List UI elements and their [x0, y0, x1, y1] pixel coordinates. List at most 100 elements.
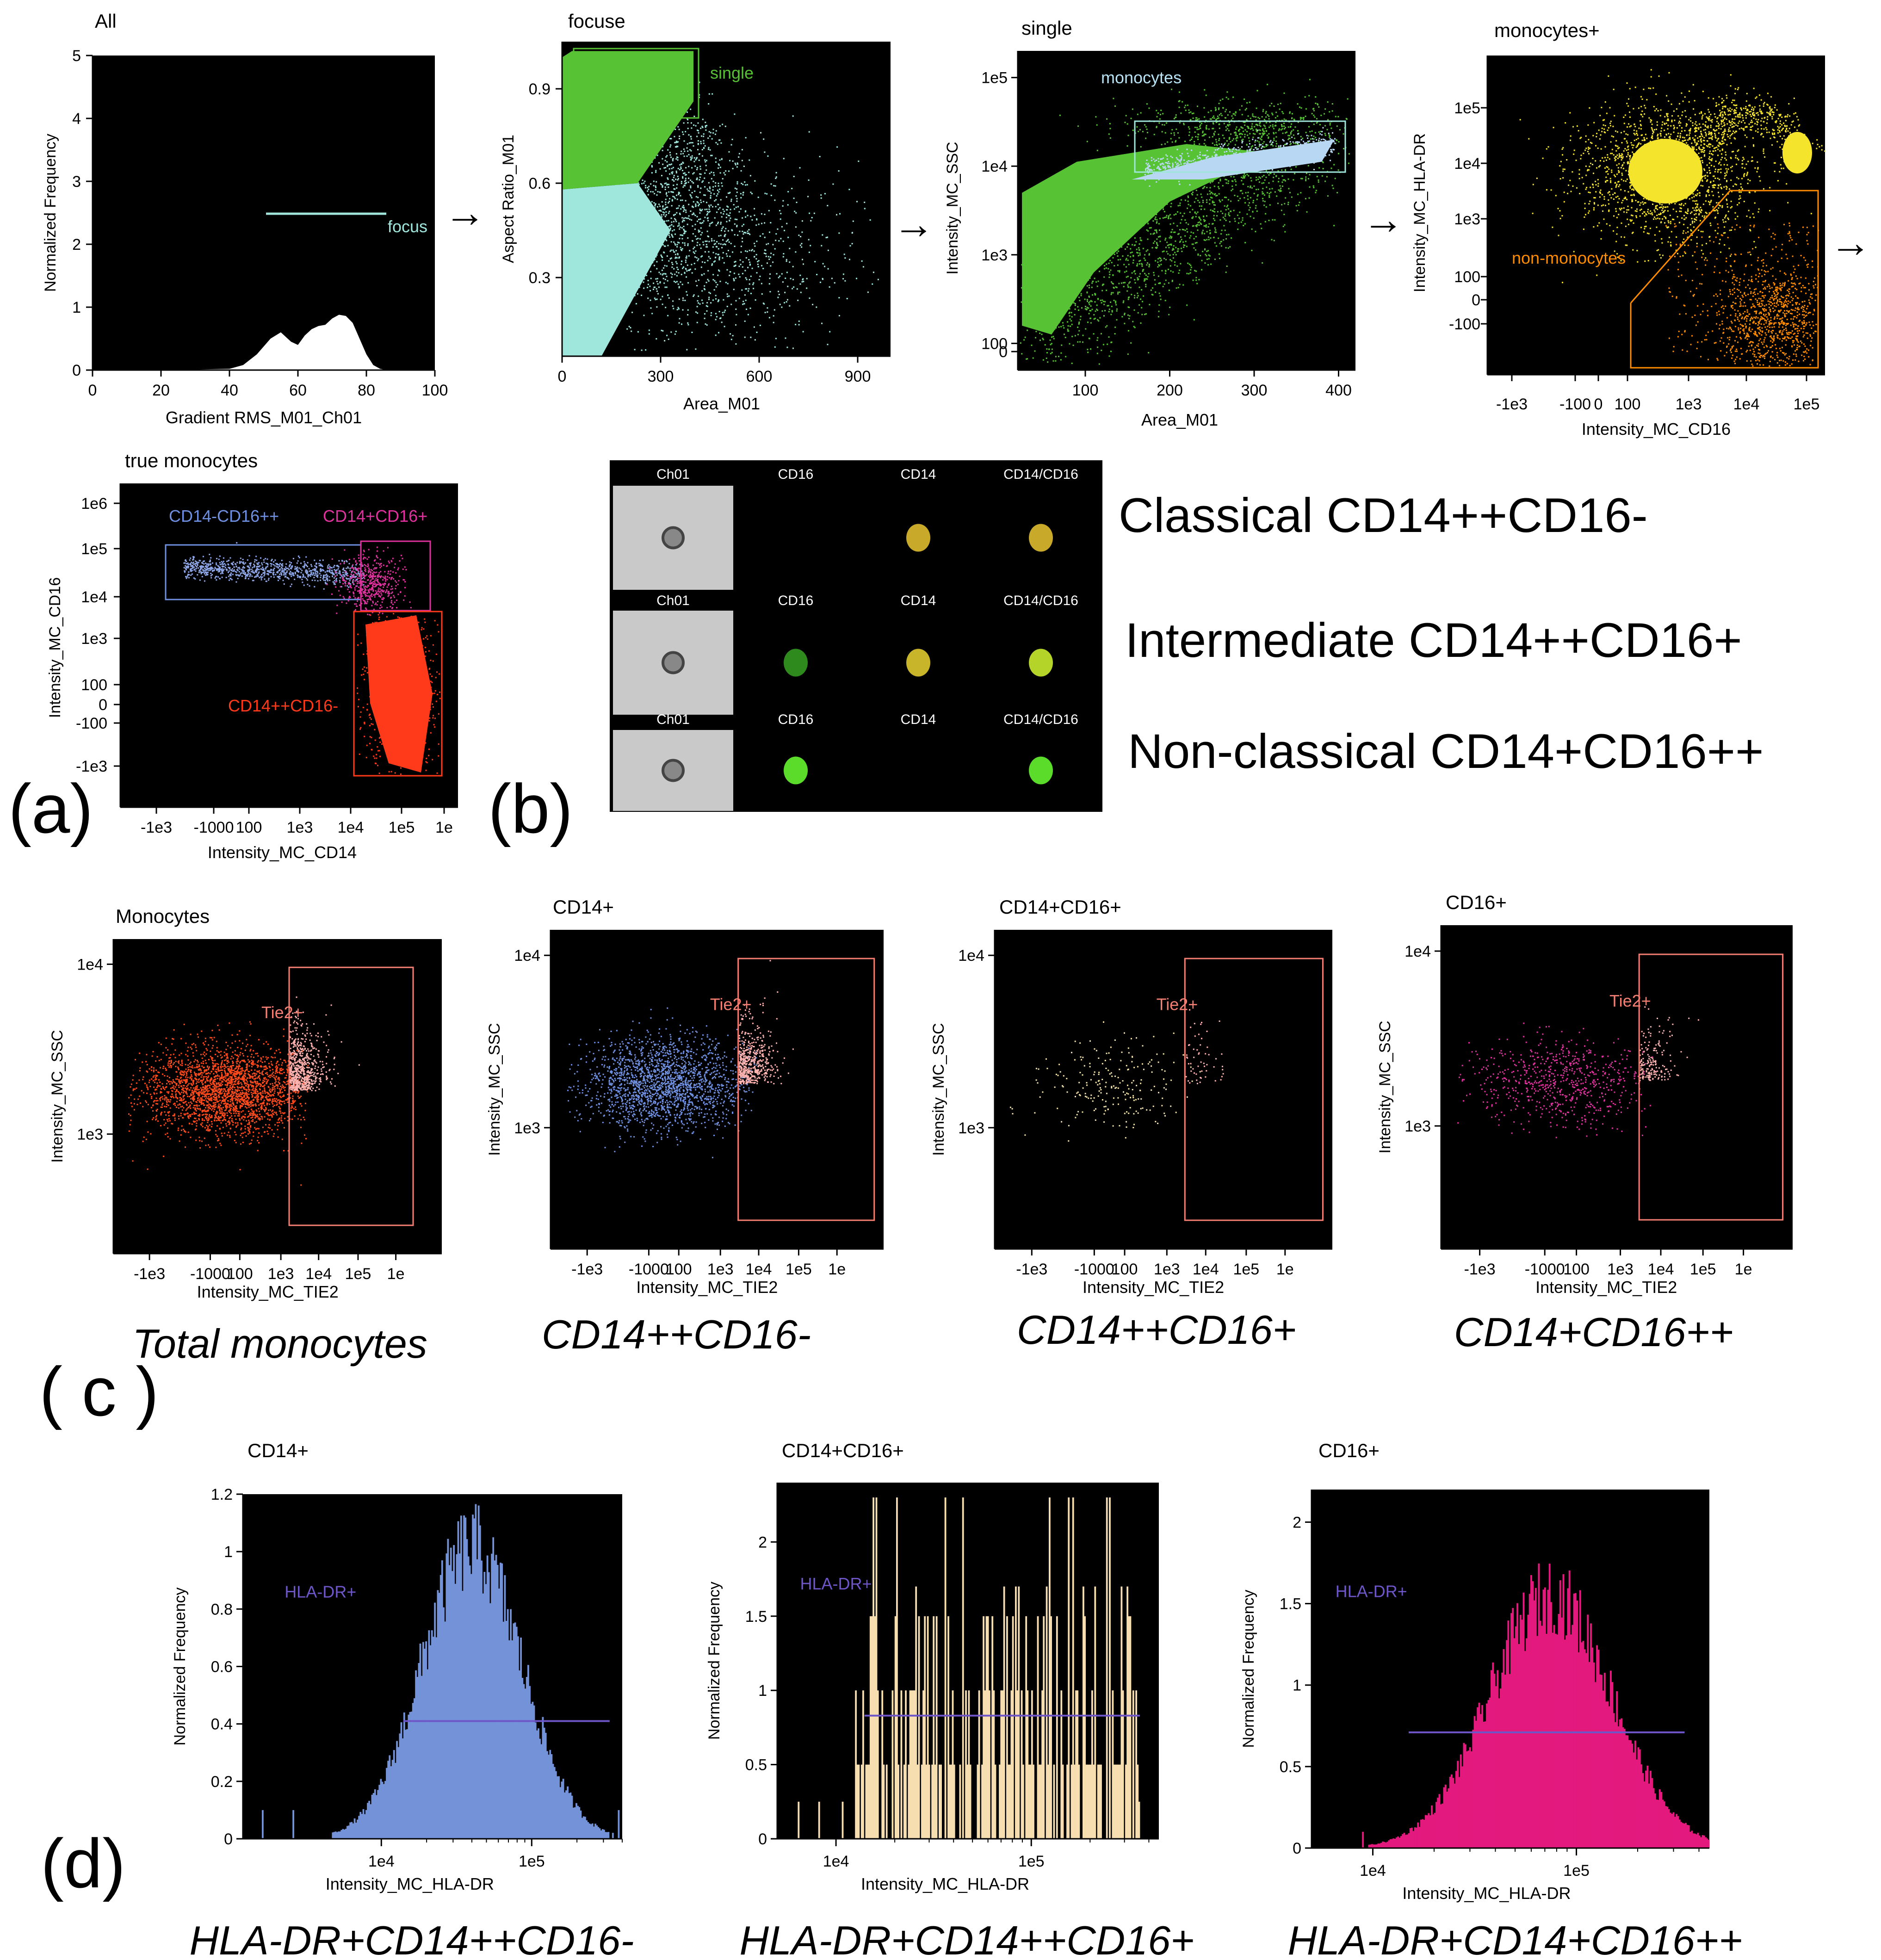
data-point	[1114, 218, 1116, 220]
data-point	[698, 258, 699, 260]
data-point	[649, 205, 651, 207]
data-point	[1074, 314, 1076, 315]
data-point	[770, 256, 771, 258]
data-point	[719, 125, 721, 127]
data-point	[786, 272, 788, 273]
chart-title: All	[95, 10, 117, 32]
data-point	[697, 140, 699, 142]
data-point	[1058, 356, 1059, 358]
data-point	[675, 221, 677, 223]
data-point	[651, 232, 653, 234]
data-point	[693, 251, 694, 253]
data-point	[692, 206, 693, 208]
data-point	[1293, 134, 1294, 136]
data-point	[1258, 159, 1260, 161]
data-point	[744, 320, 746, 322]
data-point	[1148, 254, 1150, 256]
data-point	[1090, 322, 1092, 324]
data-point	[676, 212, 678, 214]
data-point	[1209, 187, 1211, 189]
gate-box	[573, 48, 699, 119]
data-point	[1279, 155, 1281, 156]
data-point	[1206, 250, 1208, 252]
data-point	[1112, 283, 1114, 285]
data-point	[670, 191, 672, 193]
data-point	[650, 278, 652, 279]
data-point	[1191, 113, 1193, 114]
data-point	[1108, 255, 1110, 257]
data-point	[659, 282, 661, 284]
data-point	[775, 233, 777, 235]
data-point	[660, 229, 662, 231]
data-point	[634, 236, 636, 238]
data-point	[1142, 301, 1143, 303]
data-point	[1144, 174, 1146, 175]
data-point	[1184, 235, 1186, 237]
data-point	[1297, 121, 1299, 123]
data-point	[1231, 119, 1232, 121]
data-point	[793, 286, 795, 288]
data-point	[1026, 358, 1027, 360]
data-point	[1289, 166, 1291, 167]
data-point	[1238, 200, 1239, 201]
data-point	[1244, 99, 1245, 100]
histogram-fill	[93, 315, 435, 370]
data-point	[1219, 146, 1221, 148]
data-point	[1162, 162, 1163, 164]
data-point	[1197, 136, 1199, 138]
data-point	[1213, 157, 1214, 159]
data-point	[709, 191, 711, 192]
data-point	[719, 188, 721, 190]
data-point	[1169, 254, 1171, 256]
data-point	[1212, 180, 1214, 182]
data-point	[706, 241, 708, 242]
data-point	[734, 234, 736, 235]
data-point	[1206, 215, 1207, 217]
data-point	[1281, 128, 1283, 130]
data-point	[1234, 220, 1236, 222]
data-point	[1295, 205, 1297, 207]
data-point	[1333, 225, 1335, 227]
data-point	[1219, 158, 1220, 160]
data-point	[1119, 243, 1121, 245]
data-point	[1246, 131, 1248, 132]
data-point	[1228, 130, 1230, 131]
data-point	[665, 182, 667, 184]
data-point	[1222, 185, 1224, 186]
data-point	[1037, 309, 1039, 311]
data-point	[1155, 229, 1157, 231]
data-point	[1172, 162, 1174, 164]
data-point	[662, 274, 663, 276]
data-point	[665, 167, 667, 168]
data-point	[796, 288, 798, 290]
data-point	[703, 194, 705, 196]
data-point	[1195, 213, 1197, 215]
data-point	[1159, 241, 1161, 242]
data-point	[1060, 352, 1062, 354]
data-point	[1226, 91, 1228, 93]
data-point	[705, 129, 707, 131]
data-point	[1083, 251, 1085, 253]
data-point	[779, 210, 780, 211]
data-point	[706, 305, 708, 307]
data-point	[1305, 115, 1306, 117]
data-point	[708, 298, 710, 300]
data-point	[642, 273, 644, 275]
data-point	[795, 212, 797, 214]
data-point	[1175, 146, 1177, 148]
data-point	[1324, 140, 1326, 142]
data-point	[1169, 163, 1170, 164]
data-point	[1145, 179, 1146, 181]
data-point	[696, 322, 698, 323]
data-point	[1112, 292, 1114, 294]
data-point	[1235, 160, 1236, 161]
data-point	[740, 197, 742, 198]
data-point	[1186, 272, 1188, 274]
data-point	[1207, 264, 1209, 266]
data-point	[1110, 269, 1112, 271]
data-point	[718, 167, 719, 169]
data-point	[739, 259, 741, 261]
data-point	[1112, 283, 1114, 284]
data-point	[1187, 200, 1189, 202]
data-point	[1064, 337, 1066, 338]
